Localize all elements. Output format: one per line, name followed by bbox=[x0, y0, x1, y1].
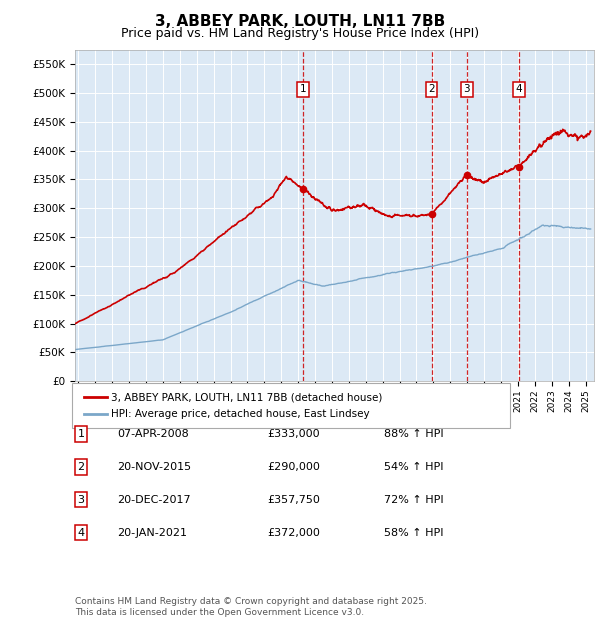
Text: 54% ↑ HPI: 54% ↑ HPI bbox=[384, 462, 443, 472]
Text: 3: 3 bbox=[77, 495, 85, 505]
Text: 3: 3 bbox=[463, 84, 470, 94]
Text: 72% ↑ HPI: 72% ↑ HPI bbox=[384, 495, 443, 505]
Text: £333,000: £333,000 bbox=[267, 429, 320, 439]
Text: 1: 1 bbox=[299, 84, 306, 94]
Text: 2: 2 bbox=[428, 84, 435, 94]
Text: Contains HM Land Registry data © Crown copyright and database right 2025.
This d: Contains HM Land Registry data © Crown c… bbox=[75, 598, 427, 617]
Text: 3, ABBEY PARK, LOUTH, LN11 7BB (detached house): 3, ABBEY PARK, LOUTH, LN11 7BB (detached… bbox=[111, 392, 382, 402]
Text: £290,000: £290,000 bbox=[267, 462, 320, 472]
Text: 58% ↑ HPI: 58% ↑ HPI bbox=[384, 528, 443, 538]
Text: 1: 1 bbox=[77, 429, 85, 439]
Text: 2: 2 bbox=[77, 462, 85, 472]
Text: HPI: Average price, detached house, East Lindsey: HPI: Average price, detached house, East… bbox=[111, 409, 370, 419]
Text: £357,750: £357,750 bbox=[267, 495, 320, 505]
Text: 20-NOV-2015: 20-NOV-2015 bbox=[117, 462, 191, 472]
Text: 3, ABBEY PARK, LOUTH, LN11 7BB: 3, ABBEY PARK, LOUTH, LN11 7BB bbox=[155, 14, 445, 29]
Text: 88% ↑ HPI: 88% ↑ HPI bbox=[384, 429, 443, 439]
Text: Price paid vs. HM Land Registry's House Price Index (HPI): Price paid vs. HM Land Registry's House … bbox=[121, 27, 479, 40]
Text: £372,000: £372,000 bbox=[267, 528, 320, 538]
Text: 07-APR-2008: 07-APR-2008 bbox=[117, 429, 189, 439]
Text: 4: 4 bbox=[77, 528, 85, 538]
Text: 20-JAN-2021: 20-JAN-2021 bbox=[117, 528, 187, 538]
Text: 20-DEC-2017: 20-DEC-2017 bbox=[117, 495, 191, 505]
Text: 4: 4 bbox=[515, 84, 522, 94]
